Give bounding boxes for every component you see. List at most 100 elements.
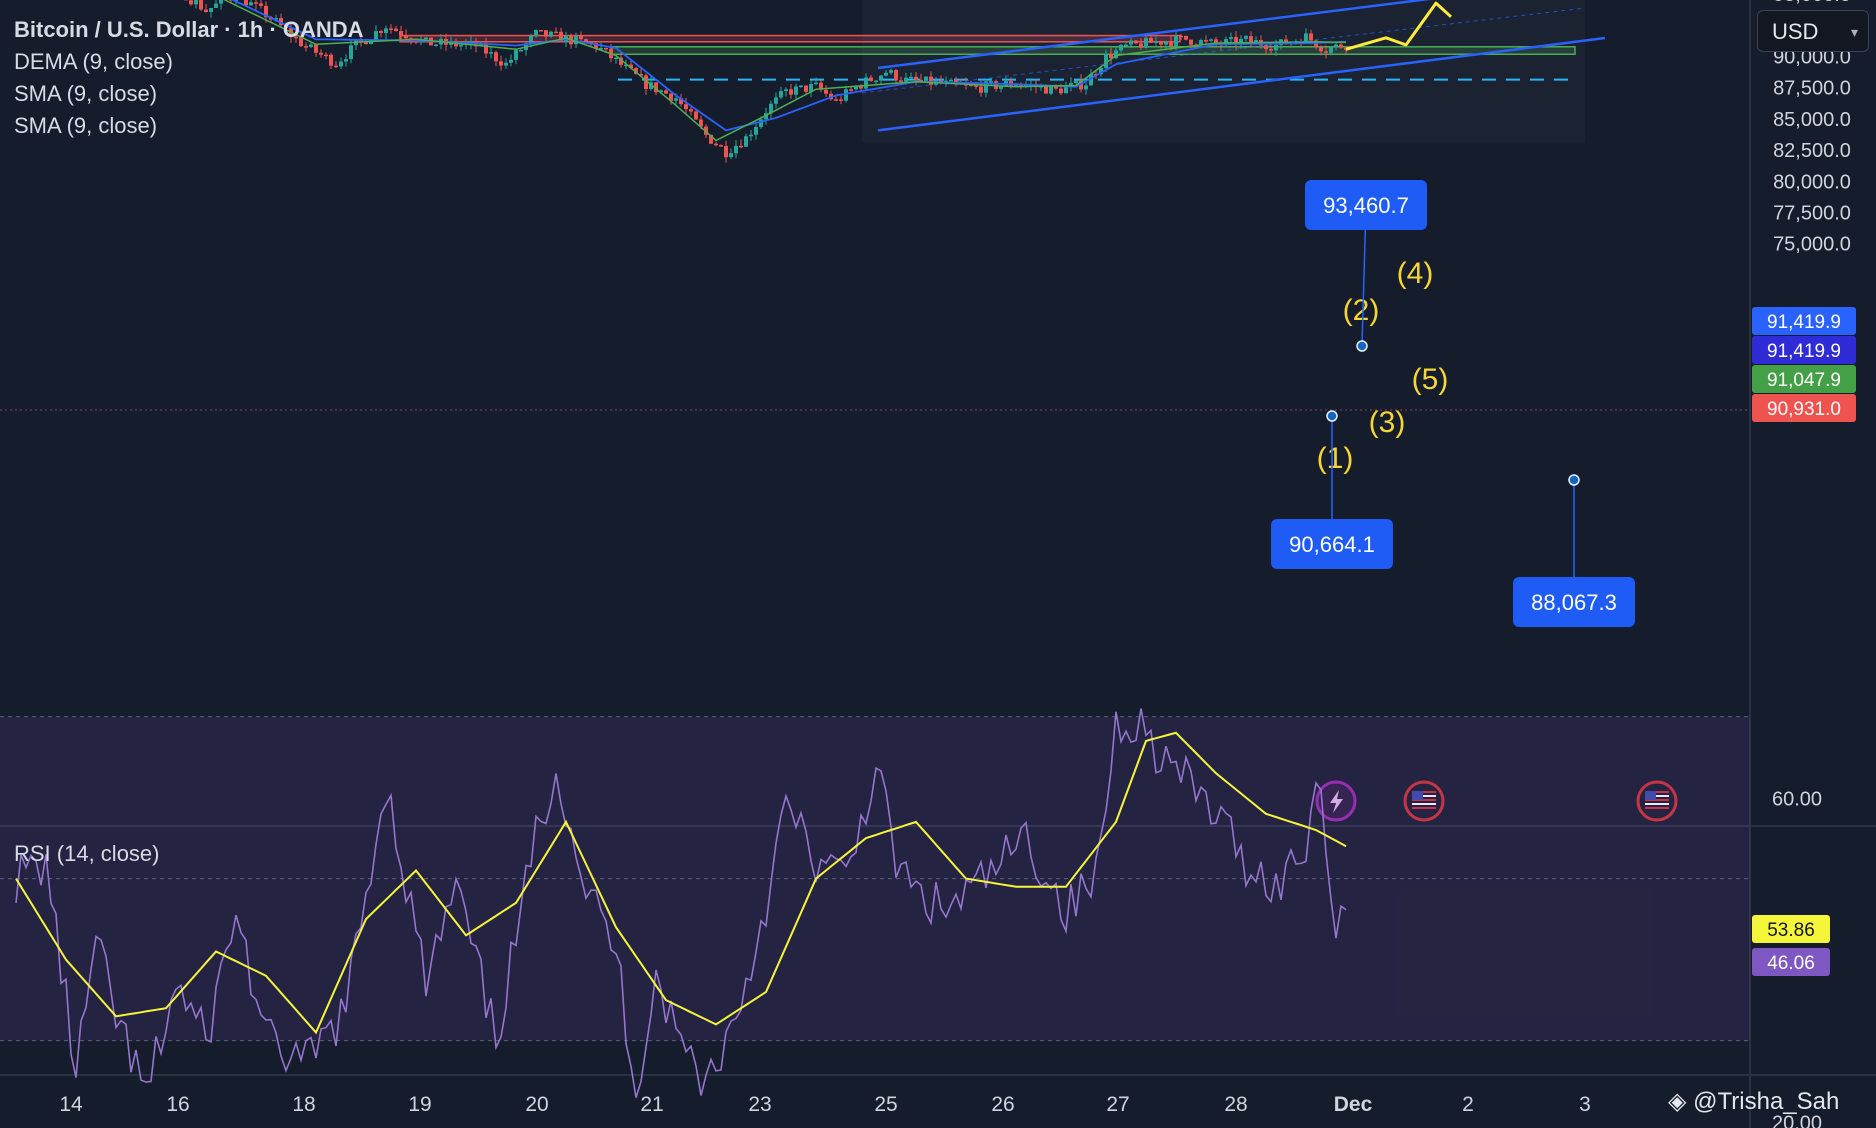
candle-body [1129,40,1133,45]
us-flag-event-icon-stripe [1412,807,1436,809]
price-axis-label-box [1752,307,1856,335]
candle-body [314,44,318,53]
candle-body [719,145,723,147]
candle-body [694,111,698,120]
currency-button[interactable]: USD ▾ [1757,10,1869,52]
candle-body [674,98,678,101]
candle-body [644,75,648,89]
candle-body [749,134,753,137]
candle-body [189,0,193,5]
candle-body [1184,35,1188,40]
price-axis-tick: 95,000.0 [1773,0,1851,6]
channel-lower-line[interactable] [877,36,1606,132]
us-flag-event-icon-stripe [1412,791,1436,793]
candle-body [1229,37,1233,40]
candle-body [1024,84,1028,87]
callout-high-anchor[interactable] [1356,340,1368,352]
us-flag-event-icon-stripe [1412,795,1436,797]
candle-body [869,77,873,81]
rsi-indicator-label[interactable]: RSI (14, close) [14,841,160,866]
candle-body [874,80,878,83]
candle-body [864,77,868,89]
callout-high-box[interactable] [1305,180,1427,230]
candle-body [389,28,393,30]
candle-body [504,62,508,66]
callout-low-anchor[interactable] [1326,410,1338,422]
candle-body [1084,85,1088,90]
candle-body [334,65,338,68]
candle-body [254,2,258,4]
candle-body [544,30,548,37]
candle-body [809,84,813,92]
candle-body [1204,40,1208,42]
callout-low-box[interactable] [1271,519,1393,569]
rsi-value-label-box [1752,948,1830,976]
candle-body [779,91,783,98]
time-axis-tick: 14 [59,1093,83,1116]
channel-upper-line[interactable] [877,0,1605,70]
candle-body [1269,49,1273,51]
candle-body [219,0,223,4]
candle-body [1169,41,1173,46]
candle-body [974,85,978,87]
candle-body [1244,36,1248,39]
indicator-dema[interactable]: DEMA (9, close) [14,49,173,74]
rsi-value-label: 46.06 [1767,953,1815,974]
drawings-layer[interactable]: (1) (2) (3) (4) (5) 93,460.7 90,664.1 88,067.3 [861,0,1678,822]
candle-body [734,145,738,154]
us-flag-event-icon-stripe [1645,803,1669,805]
candle-body [909,76,913,79]
candle-body [1099,67,1103,75]
candle-body [769,103,773,114]
callout-high-text: 93,460.7 [1323,193,1409,218]
candle-body [359,40,363,42]
chart-legend: Bitcoin / U.S. Dollar · 1h · OANDA DEMA … [14,14,364,142]
candle-body [709,134,713,144]
candle-body [519,50,523,52]
us-flag-event-icon-stripe [1645,799,1669,801]
price-labels-layer: 91,419.9 91,419.9 91,047.9 90,931.0 53.86 46.… [1752,307,1856,976]
candle-body [559,31,563,43]
author-watermark: ◈ @Trisha_Sah [1668,1087,1839,1116]
callout-low-text: 90,664.1 [1289,532,1375,557]
wave-label: (2) [1343,294,1380,327]
candle-body [784,89,788,92]
candle-body [834,99,838,101]
candle-body [989,81,993,83]
rsi-ma-line [15,731,1347,1035]
candle-body [499,61,503,66]
lightning-event-icon[interactable] [1315,780,1357,822]
elliott-wave-path[interactable] [1345,1,1453,51]
us-flag-event-icon[interactable] [1403,780,1445,822]
candle-body [724,145,728,158]
indicator-sma-2[interactable]: SMA (9, close) [14,113,158,138]
indicator-sma-1[interactable]: SMA (9, close) [14,81,158,106]
candle-body [539,30,543,32]
candle-body [1334,44,1338,48]
price-axis-tick: 90,000.0 [1773,47,1851,69]
candle-body [394,28,398,32]
candle-body [659,90,663,93]
candle-body [584,39,588,43]
candle-body [919,79,923,82]
us-flag-event-icon-stripe [1412,799,1436,801]
symbol-title[interactable]: Bitcoin / U.S. Dollar · 1h · OANDA [14,17,364,42]
candle-body [459,44,463,47]
candle-body [304,46,308,48]
callout-target-box[interactable] [1513,577,1635,627]
price-axis-tick: 80,000.0 [1773,171,1851,193]
us-flag-event-icon-canton [1412,791,1423,800]
candle-body [729,153,733,158]
candle-body [619,57,623,65]
candle-body [699,119,703,127]
resistance-zone[interactable] [399,34,1181,43]
us-flag-event-icon[interactable] [1636,780,1678,822]
candle-body [379,31,383,34]
candle-body [854,85,858,90]
candle-body [434,44,438,47]
callout-target-anchor[interactable] [1568,474,1580,486]
candle-body [764,113,768,120]
candle-body [599,47,603,50]
candle-body [929,76,933,85]
